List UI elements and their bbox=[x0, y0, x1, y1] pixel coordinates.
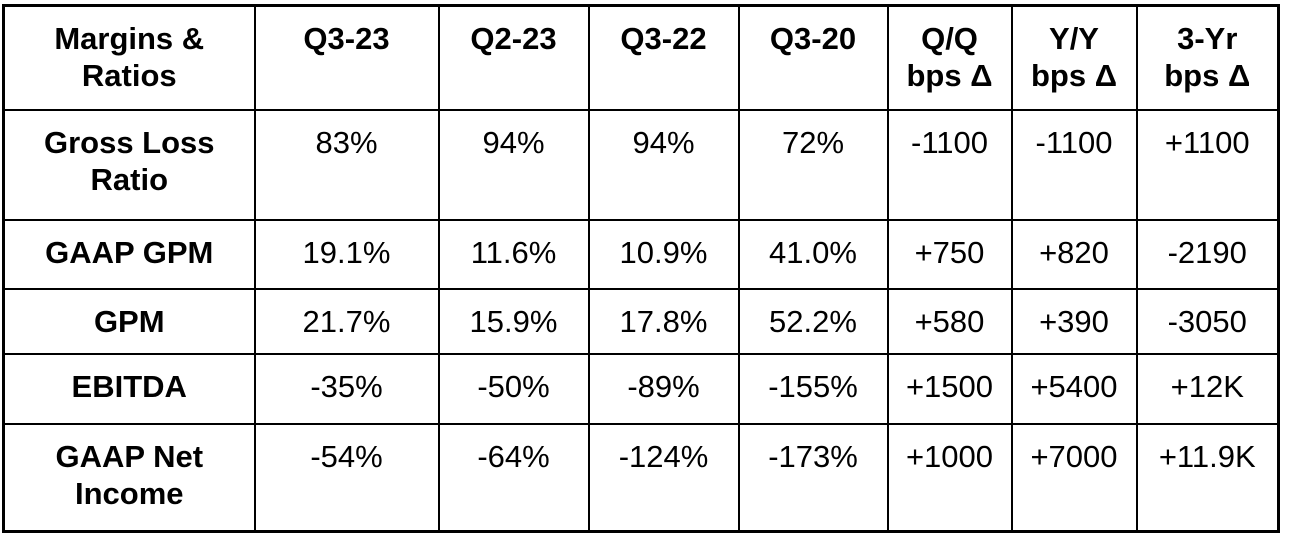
row-label: GAAP Net Income bbox=[2, 422, 256, 533]
header-cell-q2-23: Q2-23 bbox=[437, 4, 590, 111]
data-cell: -1100 bbox=[1010, 108, 1138, 221]
data-cell: +12K bbox=[1135, 352, 1280, 425]
data-cell: -2190 bbox=[1135, 218, 1280, 290]
data-cell: -50% bbox=[437, 352, 590, 425]
data-cell: -124% bbox=[587, 422, 740, 533]
header-cell-q3-20: Q3-20 bbox=[737, 4, 889, 111]
data-cell: +1500 bbox=[886, 352, 1013, 425]
header-cell-q3-22: Q3-22 bbox=[587, 4, 740, 111]
data-cell: +750 bbox=[886, 218, 1013, 290]
data-cell: +1100 bbox=[1135, 108, 1280, 221]
data-cell: +1000 bbox=[886, 422, 1013, 533]
data-cell: -54% bbox=[253, 422, 440, 533]
row-gpm: GPM 21.7% 15.9% 17.8% 52.2% +580 +390 -3… bbox=[2, 287, 1280, 355]
data-cell: -89% bbox=[587, 352, 740, 425]
data-cell: +820 bbox=[1010, 218, 1138, 290]
data-cell: -64% bbox=[437, 422, 590, 533]
row-label: EBITDA bbox=[2, 352, 256, 425]
data-cell: 19.1% bbox=[253, 218, 440, 290]
data-cell: 94% bbox=[587, 108, 740, 221]
header-cell-yy-bps-delta: Y/Y bps Δ bbox=[1010, 4, 1138, 111]
data-cell: 52.2% bbox=[737, 287, 889, 355]
data-cell: -155% bbox=[737, 352, 889, 425]
row-label: GAAP GPM bbox=[2, 218, 256, 290]
data-cell: 83% bbox=[253, 108, 440, 221]
margins-ratios-table: Margins & Ratios Q3-23 Q2-23 Q3-22 Q3-20… bbox=[2, 4, 1280, 533]
row-gross-loss-ratio: Gross Loss Ratio 83% 94% 94% 72% -1100 -… bbox=[2, 108, 1280, 221]
data-cell: 11.6% bbox=[437, 218, 590, 290]
header-cell-q3-23: Q3-23 bbox=[253, 4, 440, 111]
data-cell: 15.9% bbox=[437, 287, 590, 355]
data-cell: -35% bbox=[253, 352, 440, 425]
header-cell-qq-bps-delta: Q/Q bps Δ bbox=[886, 4, 1013, 111]
header-row: Margins & Ratios Q3-23 Q2-23 Q3-22 Q3-20… bbox=[2, 4, 1280, 111]
data-cell: -1100 bbox=[886, 108, 1013, 221]
row-ebitda: EBITDA -35% -50% -89% -155% +1500 +5400 … bbox=[2, 352, 1280, 425]
row-gaap-net-income: GAAP Net Income -54% -64% -124% -173% +1… bbox=[2, 422, 1280, 533]
data-cell: -173% bbox=[737, 422, 889, 533]
header-cell-metric: Margins & Ratios bbox=[2, 4, 256, 111]
data-cell: +11.9K bbox=[1135, 422, 1280, 533]
data-cell: +390 bbox=[1010, 287, 1138, 355]
data-cell: 94% bbox=[437, 108, 590, 221]
data-cell: 10.9% bbox=[587, 218, 740, 290]
data-cell: 41.0% bbox=[737, 218, 889, 290]
data-cell: 17.8% bbox=[587, 287, 740, 355]
header-cell-3yr-bps-delta: 3-Yr bps Δ bbox=[1135, 4, 1280, 111]
row-gaap-gpm: GAAP GPM 19.1% 11.6% 10.9% 41.0% +750 +8… bbox=[2, 218, 1280, 290]
data-cell: 72% bbox=[737, 108, 889, 221]
data-cell: -3050 bbox=[1135, 287, 1280, 355]
data-cell: +5400 bbox=[1010, 352, 1138, 425]
data-cell: +580 bbox=[886, 287, 1013, 355]
row-label: Gross Loss Ratio bbox=[2, 108, 256, 221]
data-cell: 21.7% bbox=[253, 287, 440, 355]
row-label: GPM bbox=[2, 287, 256, 355]
data-cell: +7000 bbox=[1010, 422, 1138, 533]
